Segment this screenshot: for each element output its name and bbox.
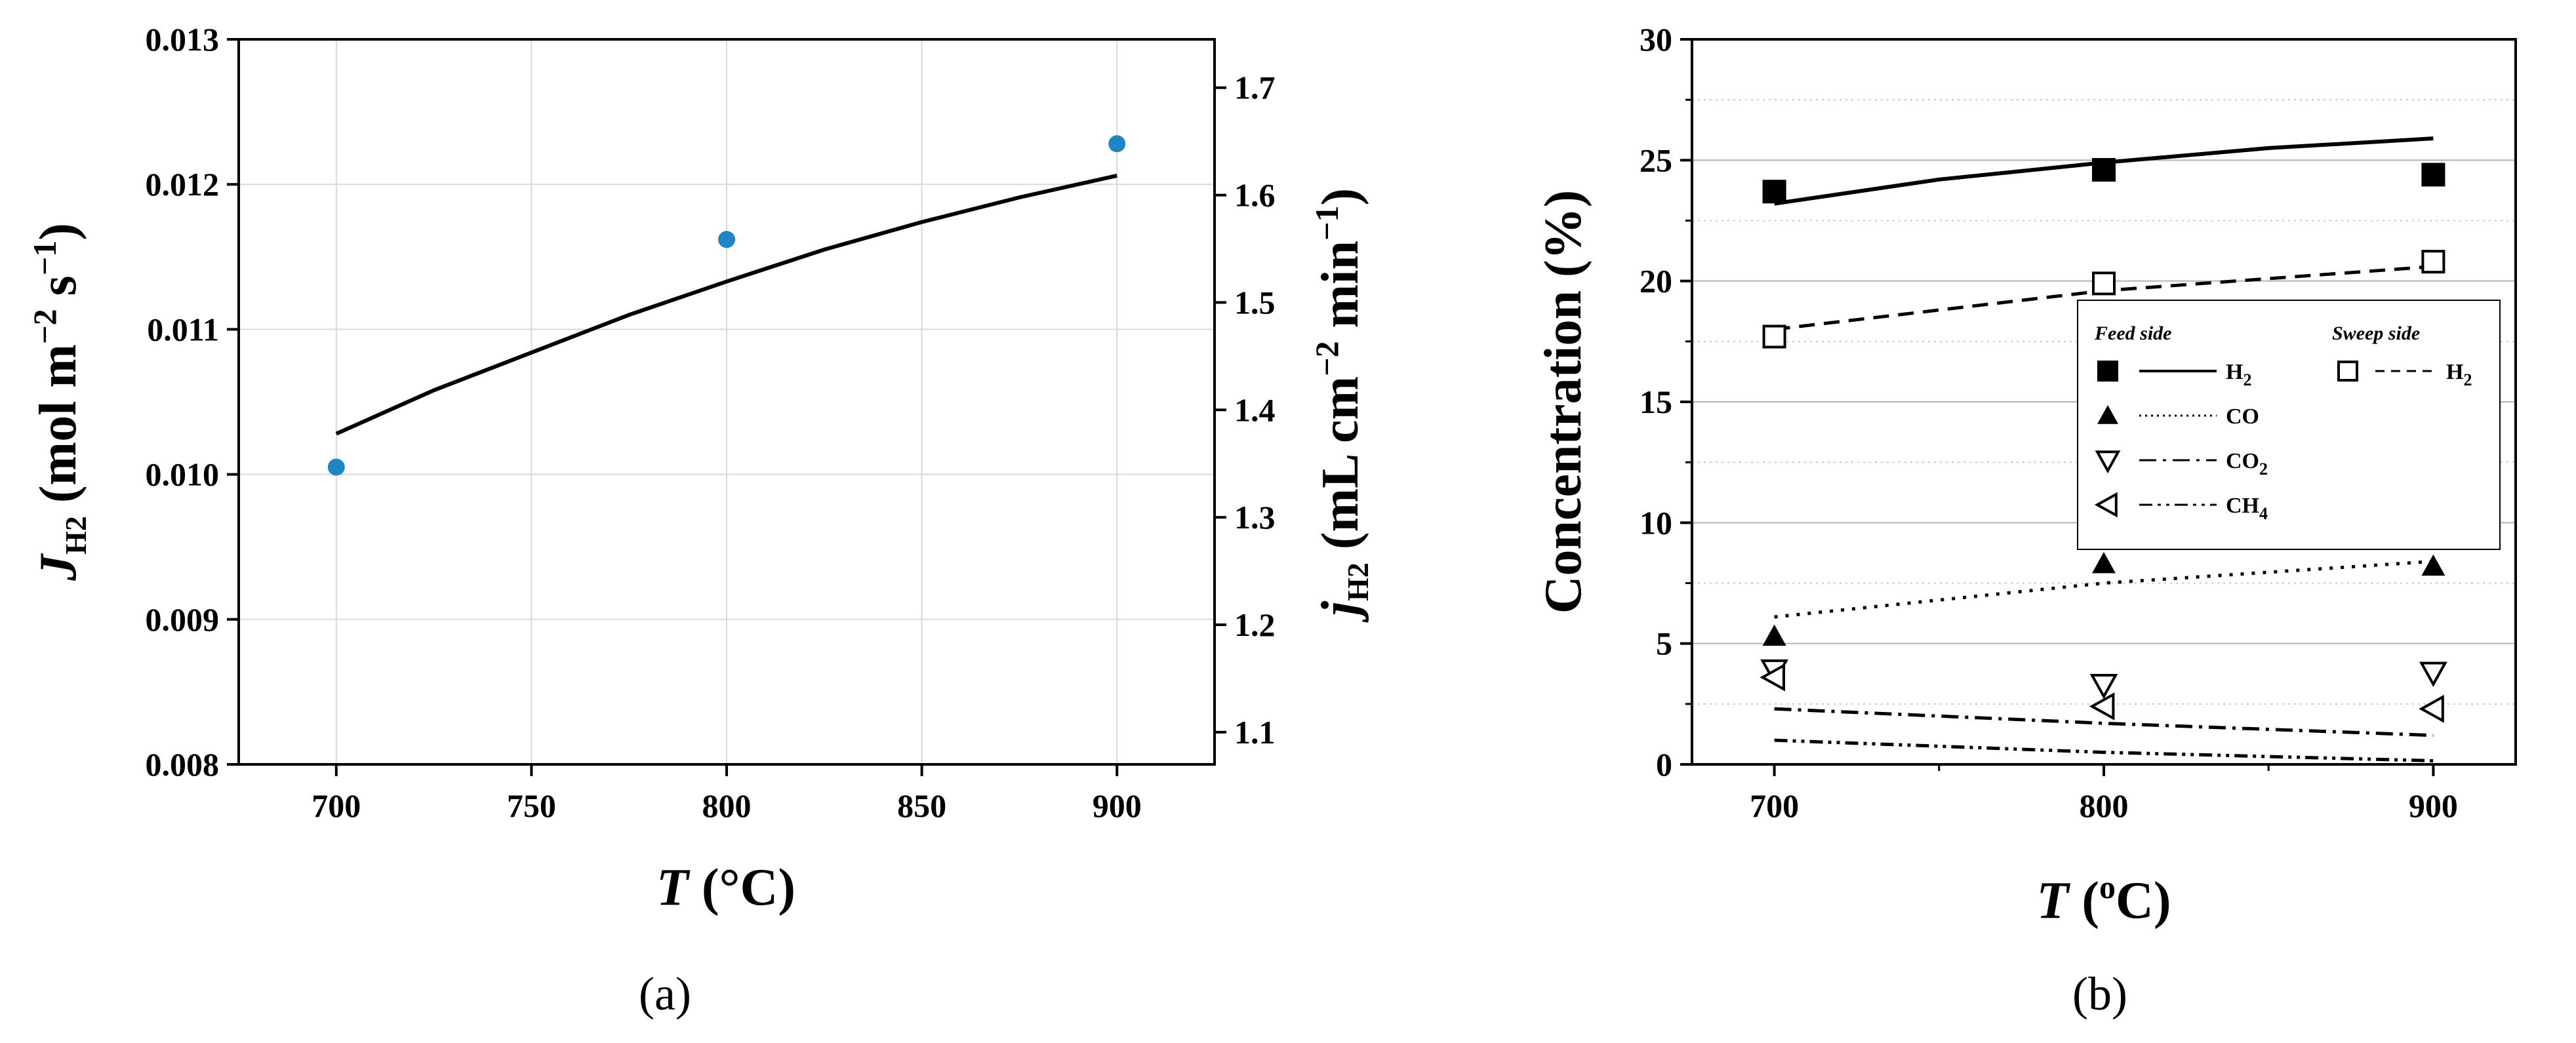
b-y-axis-title: Concentration (%) — [1535, 190, 1592, 614]
b-y-tick-label: 25 — [1640, 142, 1672, 178]
a-x-tick-label: 900 — [1093, 787, 1142, 824]
legend-marker-filled-triangle — [2097, 405, 2118, 424]
a-y-right-tick-label: 1.3 — [1234, 499, 1276, 536]
b-panel-label: (b) — [2072, 968, 2127, 1020]
b-legend-box — [2077, 300, 2501, 550]
a-y-tick-label: 0.010 — [146, 456, 220, 493]
b-marker-filled-square — [2421, 163, 2445, 187]
a-x-tick-label: 750 — [507, 787, 556, 824]
b-marker-open-triangle-down — [2089, 673, 2118, 699]
b-y-tick-label: 10 — [1640, 504, 1672, 541]
a-y-tick-label: 0.009 — [146, 601, 220, 638]
legend-label: CO2 — [2226, 449, 2268, 479]
a-x-ticks: 700 750 800 850 900 — [312, 764, 1142, 824]
b-y-ticks: 0 5 10 15 20 25 30 — [1640, 21, 1692, 783]
b-x-tick-label: 900 — [2409, 787, 2458, 824]
a-panel-label: (a) — [639, 968, 691, 1020]
b-legend: Feed side Sweep side H2 CO CO2 CH4 H2 — [2077, 300, 2501, 550]
a-y-right-tick-label: 1.2 — [1234, 606, 1276, 643]
b-marker-filled-triangle — [1762, 624, 1786, 646]
panel-a: 700 750 800 850 900 0.008 0.009 0.010 0.011 0.01… — [26, 21, 1375, 1020]
b-line-dashdotdot — [1774, 738, 2434, 762]
a-data-point — [1108, 135, 1126, 153]
a-y-ticks-right: 1.1 1.2 1.3 1.4 1.5 1.6 1.7 — [1215, 69, 1276, 751]
a-y-right-tick-label: 1.1 — [1234, 714, 1276, 751]
legend-feed-header: Feed side — [2094, 323, 2171, 344]
a-x-axis-title: T (°C) — [656, 859, 795, 916]
a-y-tick-label: 0.012 — [146, 166, 220, 203]
a-y-ticks: 0.008 0.009 0.010 0.011 0.012 0.013 — [146, 21, 239, 783]
a-y-right-tick-label: 1.6 — [1234, 177, 1276, 214]
legend-marker-filled-square — [2097, 361, 2118, 382]
b-marks — [1760, 136, 2447, 762]
b-marker-open-triangle-left — [2089, 692, 2115, 720]
a-x-tick-label: 850 — [897, 787, 946, 824]
a-y-axis-title: JH2 (mol m−2 s−1) — [26, 223, 92, 581]
b-marker-filled-triangle — [2421, 554, 2445, 576]
legend-marker-open-triangle-left — [2094, 492, 2118, 518]
b-marker-open-square — [2421, 250, 2445, 274]
b-marker-open-triangle-left — [1760, 663, 1785, 692]
b-line-dashdot — [1774, 707, 2434, 738]
a-y-right-tick-label: 1.5 — [1234, 284, 1276, 321]
a-data-point — [327, 458, 345, 476]
legend-label: CH4 — [2226, 494, 2268, 523]
panel-b: 700 800 900 0 5 10 15 20 25 30 T (oC) Concentrat… — [1535, 21, 2517, 1020]
legend-label: H2 — [2226, 360, 2251, 389]
b-marker-open-square — [2092, 271, 2116, 296]
b-marker-open-square — [1762, 325, 1786, 349]
b-y-tick-label: 20 — [1640, 263, 1672, 300]
b-y-tick-label: 30 — [1640, 21, 1672, 58]
b-marker-open-triangle-left — [2419, 694, 2444, 723]
a-model-line — [335, 173, 1117, 436]
a-y-axis-title-right: jH2 (mL cm−2 min−1) — [1308, 188, 1375, 623]
legend-marker-open-triangle-down — [2095, 450, 2121, 474]
a-y-tick-label: 0.013 — [146, 21, 220, 58]
legend-label: CO — [2226, 404, 2259, 429]
legend-sweep-header: Sweep side — [2332, 323, 2420, 344]
b-y-tick-label: 15 — [1640, 384, 1672, 420]
b-y-tick-label: 5 — [1656, 625, 1672, 662]
b-marker-filled-square — [1762, 180, 1786, 204]
a-data-point — [718, 231, 735, 248]
a-x-tick-label: 700 — [312, 787, 361, 824]
b-marker-filled-triangle — [2092, 552, 2116, 574]
legend-entries: H2 CO CO2 CH4 H2 — [2094, 360, 2472, 523]
b-x-ticks: 700 800 900 — [1750, 764, 2458, 824]
b-x-tick-label: 800 — [2080, 787, 2129, 824]
a-y-tick-label: 0.011 — [147, 311, 219, 347]
b-marker-filled-square — [2092, 158, 2116, 182]
b-x-axis-title: T (oC) — [2037, 869, 2171, 930]
a-x-tick-label: 800 — [702, 787, 752, 824]
a-marks — [327, 135, 1126, 476]
b-marker-open-triangle-down — [2419, 661, 2447, 688]
b-y-tick-label: 0 — [1656, 746, 1672, 783]
b-x-tick-label: 700 — [1750, 787, 1799, 824]
legend-label-sweep: H2 — [2446, 360, 2472, 389]
a-y-right-tick-label: 1.7 — [1234, 69, 1276, 106]
a-gridlines — [239, 39, 1215, 765]
a-y-tick-label: 0.008 — [146, 746, 220, 783]
legend-marker-open-square — [2337, 361, 2358, 382]
a-y-right-tick-label: 1.4 — [1234, 391, 1276, 428]
